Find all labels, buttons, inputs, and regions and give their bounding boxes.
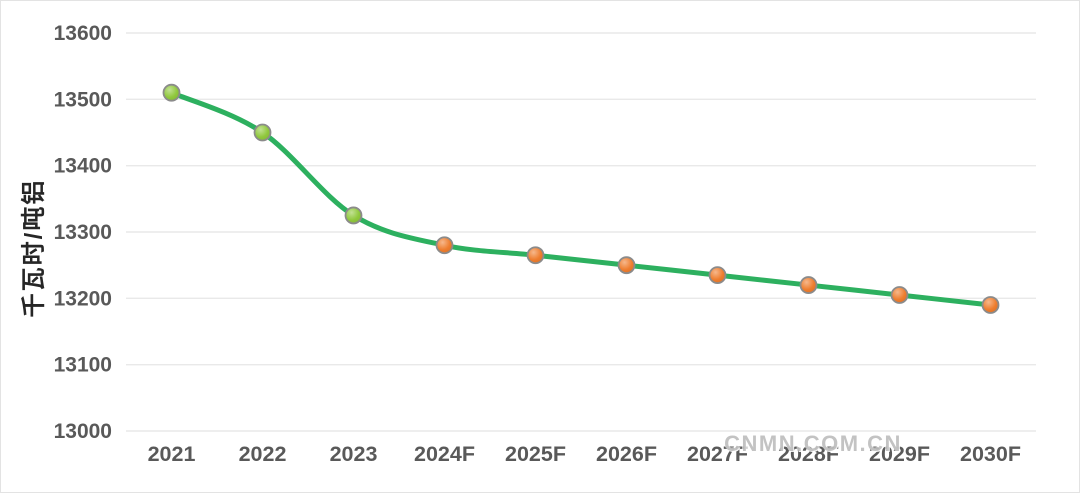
y-tick-label: 13200 (54, 287, 112, 310)
x-tick-label: 2021 (148, 442, 196, 466)
data-point-2030F (981, 296, 1000, 314)
x-tick-label: 2024F (414, 442, 475, 466)
data-point-2026F (617, 256, 636, 275)
series-line (169, 90, 993, 308)
data-point-2023 (344, 206, 363, 225)
data-point-2024F (435, 236, 454, 255)
x-tick-label: 2028F (778, 442, 839, 466)
data-point-2021 (162, 83, 181, 102)
data-point-2025F (526, 246, 545, 265)
x-tick-label: 2030F (960, 442, 1021, 466)
x-tick-label: 2026F (596, 442, 657, 466)
x-tick-label: 2022 (239, 442, 287, 466)
y-tick-label: 13600 (54, 22, 112, 45)
watermark: CNMN.COM.CN (724, 431, 902, 456)
y-tick-label: 13300 (54, 221, 112, 244)
x-tick-label: 2029F (869, 442, 930, 466)
data-point-2027F (708, 266, 727, 285)
data-point-2028F (799, 276, 818, 294)
y-tick-label: 13500 (54, 88, 112, 111)
y-tick-label: 13400 (54, 155, 112, 178)
y-axis-title: 千瓦时/吨铝 (20, 178, 48, 318)
data-point-2029F (890, 286, 909, 304)
x-tick-label: 2027F (687, 442, 748, 466)
data-point-2022 (253, 123, 272, 142)
x-tick-label: 2023 (330, 442, 378, 466)
x-tick-label: 2025F (505, 442, 566, 466)
y-tick-label: 13000 (54, 420, 112, 443)
y-tick-label: 13100 (54, 354, 112, 377)
